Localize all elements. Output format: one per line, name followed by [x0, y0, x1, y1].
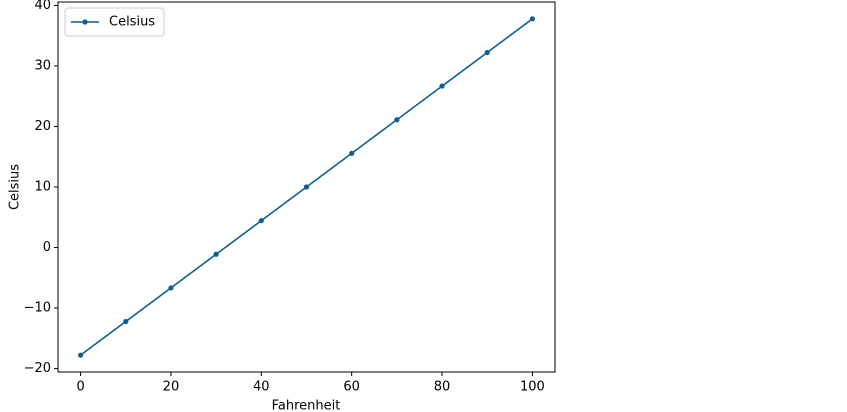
point [349, 150, 355, 156]
plot-frame [57, 1, 556, 373]
x-tick-label: 60 [343, 380, 360, 395]
legend-box [64, 7, 165, 37]
y-tick-label: −10 [24, 301, 51, 316]
point [394, 117, 400, 123]
x-tick-label: 0 [76, 380, 84, 395]
legend-label: Celsius [109, 15, 155, 30]
point [484, 49, 490, 56]
point [168, 285, 174, 291]
y-tick-label: 10 [34, 180, 51, 195]
point [77, 352, 84, 358]
x-tick-label: 80 [434, 380, 451, 395]
point [529, 16, 536, 22]
x-tick-label: 100 [520, 380, 545, 395]
y-tick-label: 30 [34, 58, 51, 73]
y-tick-label: 0 [43, 240, 51, 255]
y-tick-label: 40 [34, 0, 51, 13]
legend-marker [82, 19, 88, 25]
y-tick-label: −20 [24, 361, 51, 376]
point [439, 83, 445, 89]
point [258, 218, 264, 224]
point [303, 184, 310, 190]
x-tick-label: 40 [253, 380, 270, 395]
point [213, 251, 219, 257]
y-tick-label: 20 [34, 119, 51, 134]
x-axis-label: Fahrenheit [272, 399, 341, 412]
point [123, 318, 129, 325]
x-tick-label: 20 [163, 380, 180, 395]
y-axis-label: Celsius [8, 164, 23, 210]
